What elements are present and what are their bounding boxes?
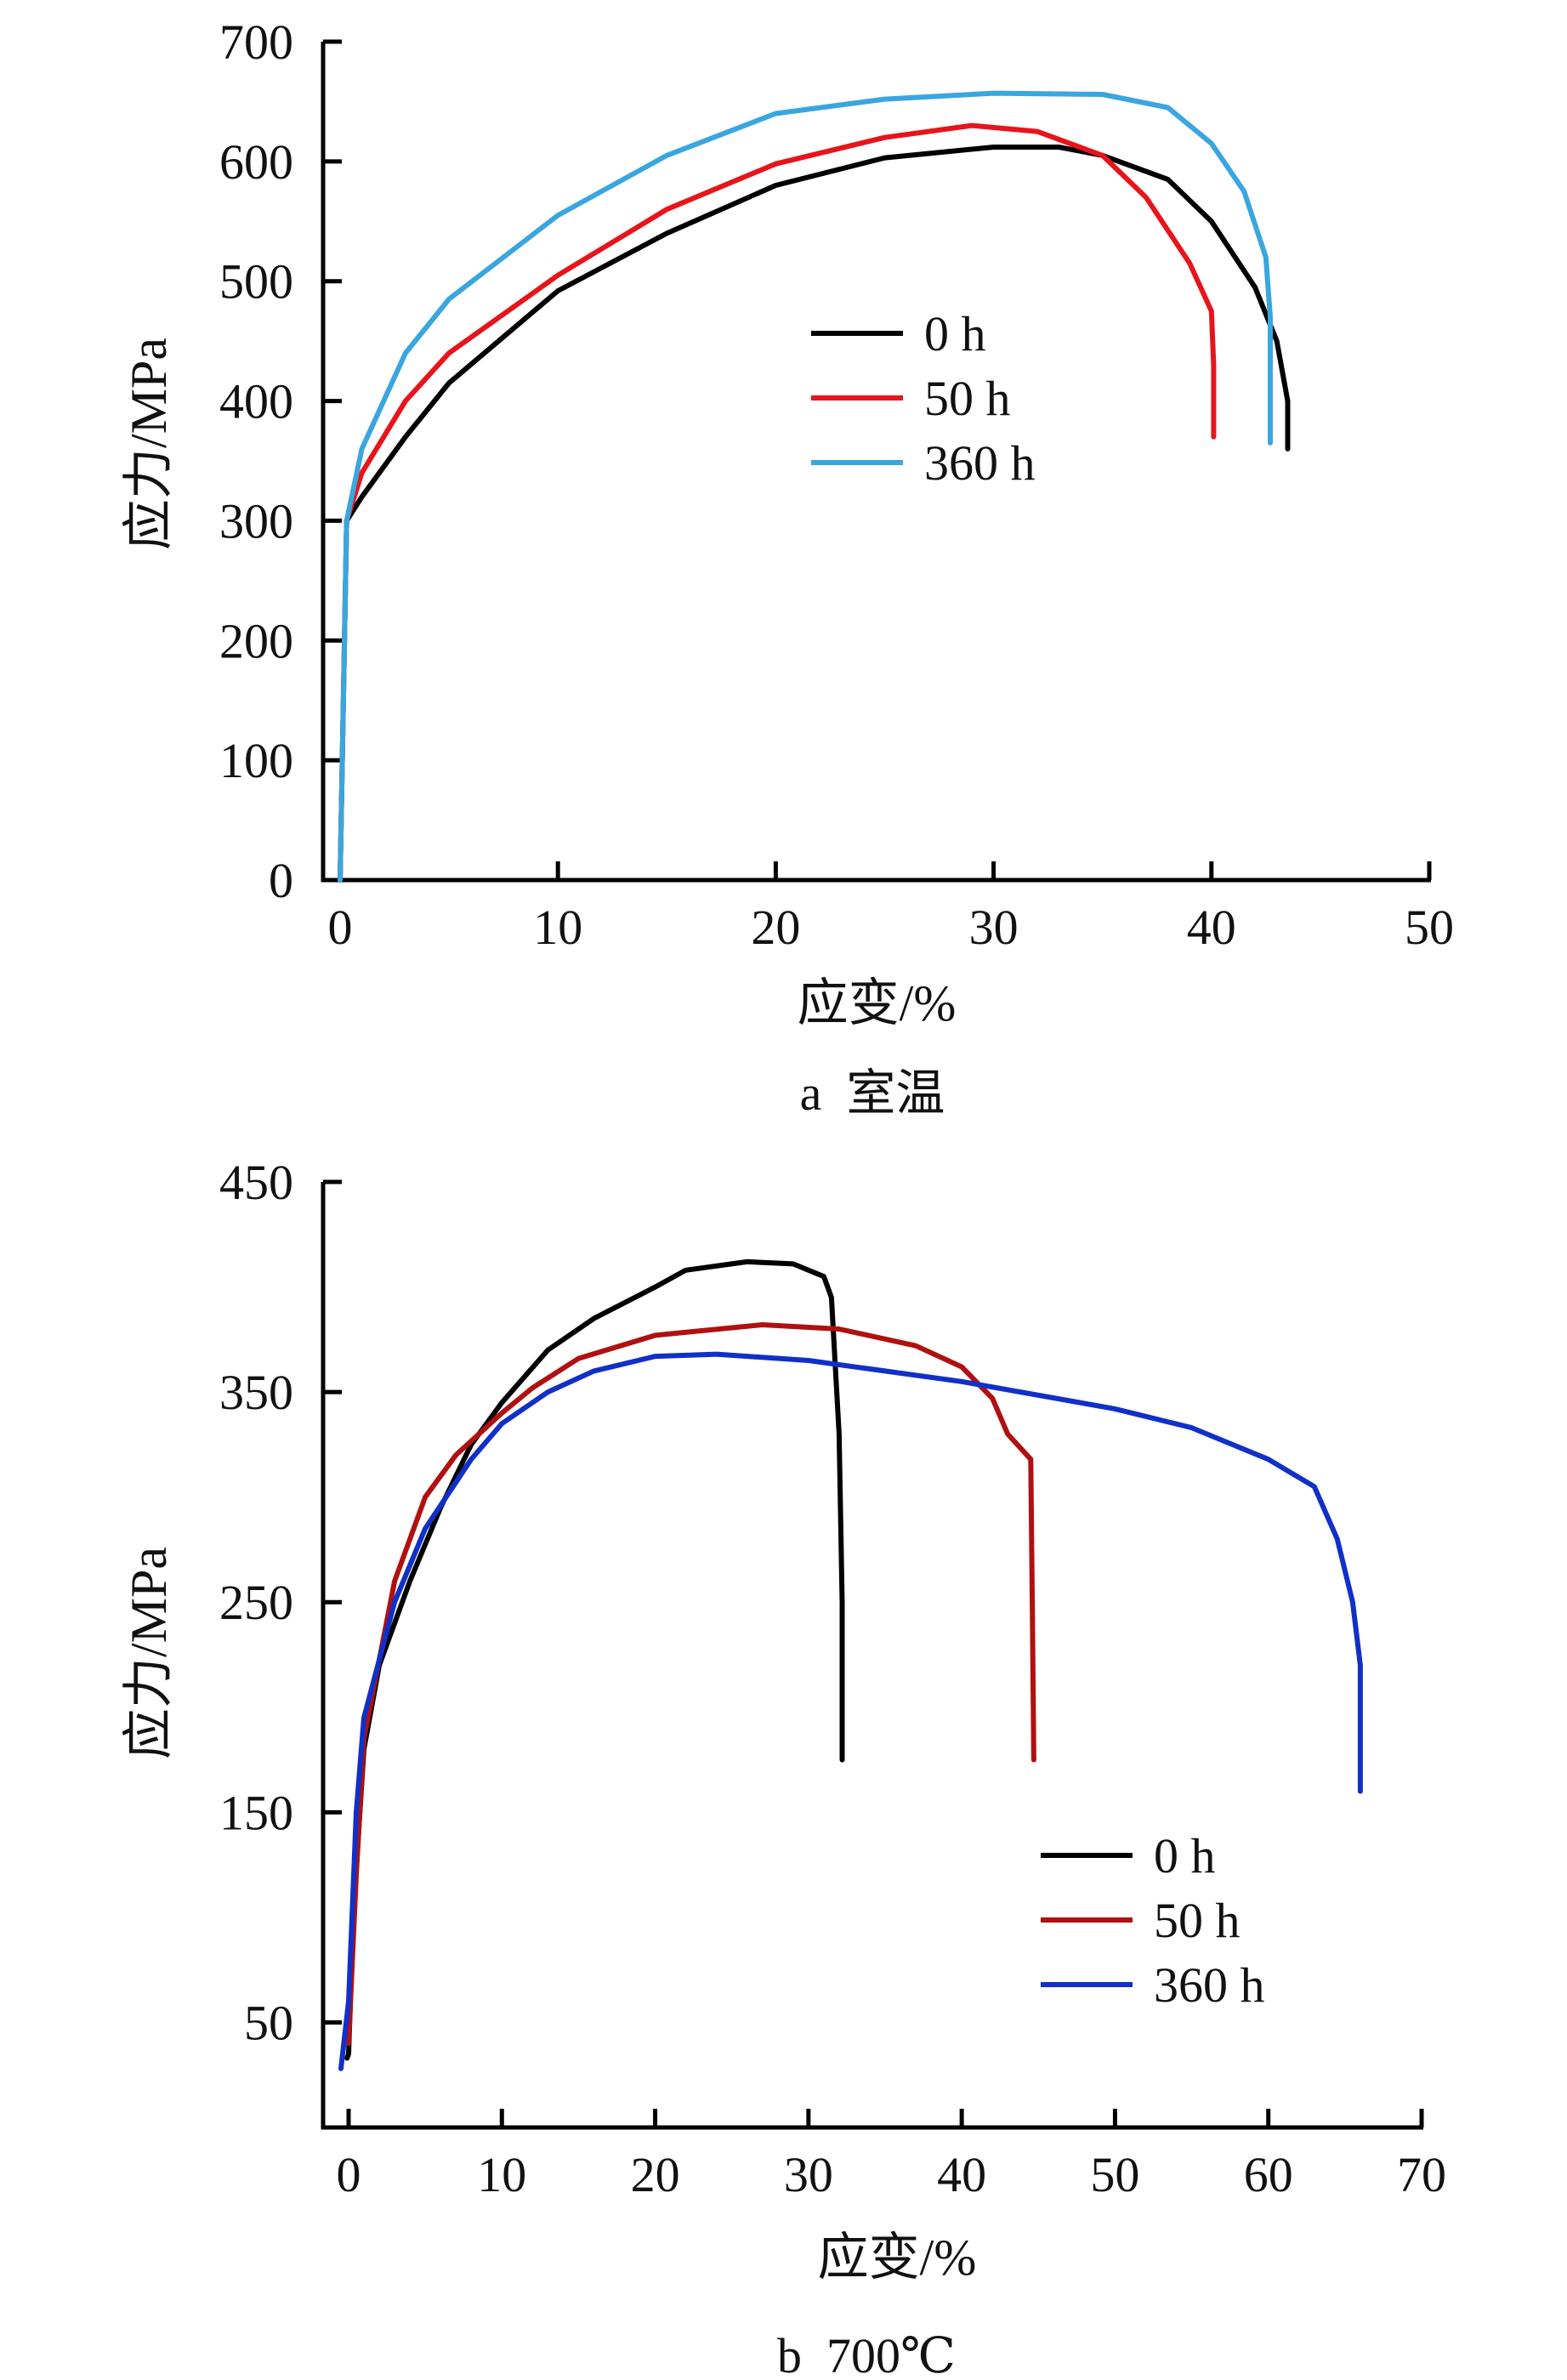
y-tick-label: 0 xyxy=(269,853,293,908)
x-tick-label: 50 xyxy=(1405,900,1454,955)
x-axis-label: 应变/% xyxy=(798,975,957,1031)
y-tick-label: 300 xyxy=(219,493,293,548)
legend-label: 0 h xyxy=(924,306,986,361)
series-line-50h xyxy=(338,122,1217,883)
panel-a-room-temperature: 应力/MPa 应变/% a 室温 01002003004005006007000… xyxy=(121,14,1454,1121)
y-tick-label: 50 xyxy=(244,1995,293,2050)
y-axis-label: 应力/MPa xyxy=(121,338,177,550)
x-tick-label: 10 xyxy=(477,2147,526,2202)
series-line-0h xyxy=(344,1258,845,2061)
panel-b-700c: 应力/MPa 应变/% b 700℃ 50 150 250 350 450 0 10 20 30… xyxy=(121,1155,1446,2380)
y-tick-label: 150 xyxy=(219,1785,293,1840)
y-tick-label: 400 xyxy=(219,374,293,429)
y-tick-label: 200 xyxy=(219,613,293,668)
y-tick-label: 700 xyxy=(219,14,293,70)
x-tick-label: 40 xyxy=(1187,900,1236,955)
legend-label: 0 h xyxy=(1154,1828,1216,1883)
legend-label: 360 h xyxy=(1154,1957,1265,2013)
panel-caption: b 700℃ xyxy=(777,2328,956,2380)
x-tick-label: 60 xyxy=(1244,2147,1293,2202)
y-tick-label: 350 xyxy=(219,1365,293,1420)
x-tick-label: 0 xyxy=(337,2147,361,2202)
panel-caption: a 室温 xyxy=(800,1065,945,1121)
legend-label: 50 h xyxy=(924,371,1011,426)
y-axis-label: 应力/MPa xyxy=(121,1547,177,1759)
x-tick-label: 20 xyxy=(751,900,800,955)
legend-label: 50 h xyxy=(1154,1893,1241,1948)
x-tick-label: 50 xyxy=(1090,2147,1139,2202)
y-tick-label: 600 xyxy=(219,134,293,190)
y-tick-label: 500 xyxy=(219,254,293,310)
y-tick-label: 450 xyxy=(219,1155,293,1210)
x-tick-label: 40 xyxy=(937,2147,986,2202)
x-tick-label: 20 xyxy=(631,2147,680,2202)
series-line-360h xyxy=(338,1351,1363,2071)
legend-label: 360 h xyxy=(924,435,1036,491)
series-line-50h xyxy=(346,1322,1036,2047)
series-line-0h xyxy=(338,145,1291,883)
x-tick-label: 70 xyxy=(1397,2147,1446,2202)
series-line-360h xyxy=(338,90,1273,883)
x-tick-label: 30 xyxy=(969,900,1019,955)
x-tick-label: 10 xyxy=(533,900,582,955)
x-tick-label: 0 xyxy=(328,900,353,955)
x-axis-label: 应变/% xyxy=(818,2229,977,2286)
x-tick-label: 30 xyxy=(784,2147,833,2202)
y-tick-label: 250 xyxy=(219,1575,293,1630)
y-tick-label: 100 xyxy=(219,733,293,788)
